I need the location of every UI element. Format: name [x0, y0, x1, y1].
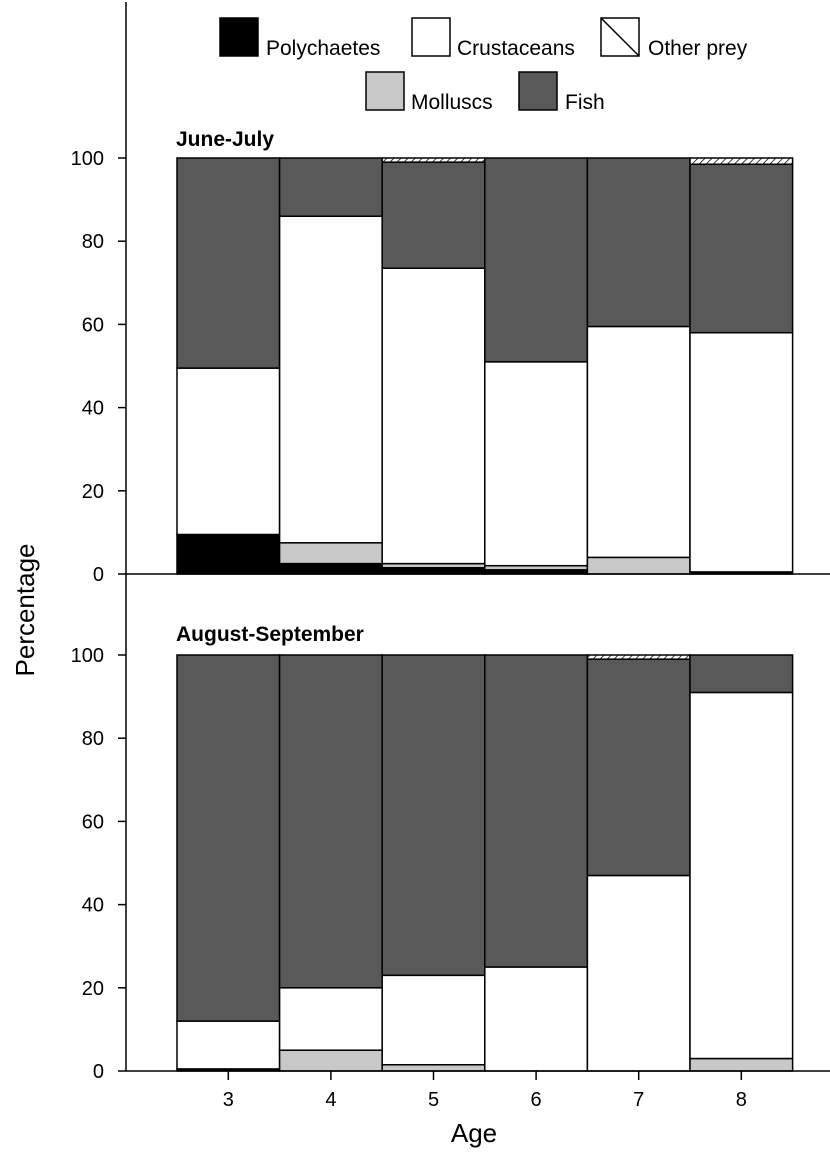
- bar-segment-august-september-age-8-molluscs: [689, 1057, 794, 1072]
- bar-segment-august-september-age-3-crustaceans: [176, 1020, 281, 1070]
- y-tick-label-june-july-60: 60: [82, 314, 104, 336]
- legend-swatch-polychaetes: [219, 17, 259, 57]
- bar-segment-june-july-age-4-polychaetes: [278, 562, 383, 575]
- bar-segment-august-september-age-6-fish: [484, 654, 589, 968]
- bar-segment-june-july-age-7-fish: [586, 157, 691, 328]
- bar-segment-june-july-age-4-fish: [278, 157, 383, 217]
- y-tick-label-august-september-100: 100: [71, 645, 104, 667]
- x-tick-label-5: 5: [428, 1089, 439, 1111]
- bar-segment-june-july-age-5-crustaceans: [381, 267, 486, 565]
- panel-title-august-september: August-September: [176, 623, 364, 646]
- bar-segment-august-september-age-5-fish: [381, 654, 486, 977]
- y-tick-label-august-september-40: 40: [82, 895, 104, 917]
- bar-segment-august-september-age-8-fish: [689, 654, 794, 694]
- bar-segment-june-july-age-8-other-prey: [689, 157, 794, 165]
- bars-layer: [176, 157, 794, 1072]
- y-tick-label-june-july-40: 40: [82, 398, 104, 420]
- y-tick-label-june-july-20: 20: [82, 481, 104, 503]
- y-tick-label-august-september-60: 60: [82, 811, 104, 833]
- bar-segment-june-july-age-3-fish: [176, 157, 281, 369]
- bar-segment-june-july-age-4-molluscs: [278, 542, 383, 565]
- bar-segment-august-september-age-6-crustaceans: [484, 966, 589, 1072]
- y-tick-label-august-september-0: 0: [93, 1061, 104, 1083]
- x-tick-label-3: 3: [223, 1089, 234, 1111]
- bar-segment-june-july-age-4-crustaceans: [278, 215, 383, 544]
- x-axis-title: Age: [451, 1118, 497, 1148]
- bar-segment-august-september-age-7-other-prey: [586, 654, 691, 660]
- y-axis-ticks: 0 20 40 60 80 100 0 20 40 60 80 100: [71, 148, 126, 1083]
- bar-segment-june-july-age-3-crustaceans: [176, 367, 281, 536]
- bar-segment-august-september-age-5-crustaceans: [381, 974, 486, 1066]
- bar-segment-august-september-age-5-molluscs: [381, 1064, 486, 1072]
- bar-segment-june-july-age-3-polychaetes: [176, 533, 281, 575]
- panel-title-june-july: June-July: [176, 128, 274, 151]
- bar-segment-june-july-age-8-fish: [689, 163, 794, 334]
- y-tick-label-august-september-80: 80: [82, 728, 104, 750]
- legend-swatch-crustaceans: [411, 17, 451, 57]
- bar-segment-june-july-age-5-polychaetes: [381, 567, 486, 575]
- y-tick-label-june-july-80: 80: [82, 231, 104, 253]
- y-tick-label-june-july-100: 100: [71, 148, 104, 170]
- x-tick-label-6: 6: [531, 1089, 542, 1111]
- bar-segment-june-july-age-8-crustaceans: [689, 331, 794, 573]
- legend-label-other-prey: Other prey: [648, 37, 748, 60]
- legend-swatch-other-prey-hatch: [600, 17, 640, 57]
- bar-segment-june-july-age-5-fish: [381, 161, 486, 269]
- legend-label-crustaceans: Crustaceans: [457, 37, 575, 60]
- legend: Polychaetes Crustaceans Other prey Mollu…: [219, 17, 748, 114]
- bar-segment-june-july-age-5-other-prey: [381, 157, 486, 163]
- bar-segment-june-july-age-6-crustaceans: [484, 361, 589, 567]
- bar-segment-august-september-age-7-crustaceans: [586, 874, 691, 1072]
- bar-segment-august-september-age-4-molluscs: [278, 1049, 383, 1072]
- bar-segment-june-july-age-6-fish: [484, 157, 589, 363]
- legend-swatch-fish: [518, 71, 558, 111]
- bar-segment-august-september-age-3-fish: [176, 654, 281, 1022]
- x-tick-label-7: 7: [633, 1089, 644, 1111]
- y-tick-label-june-july-0: 0: [93, 564, 104, 586]
- legend-label-molluscs: Molluscs: [411, 91, 493, 114]
- bar-segment-june-july-age-7-crustaceans: [586, 325, 691, 559]
- legend-label-polychaetes: Polychaetes: [266, 37, 380, 60]
- bar-segment-august-september-age-7-fish: [586, 658, 691, 877]
- x-tick-label-4: 4: [325, 1089, 336, 1111]
- bar-segment-august-september-age-4-fish: [278, 654, 383, 989]
- x-axis-ticks: 3 4 5 6 7 8: [223, 1071, 747, 1111]
- y-tick-label-august-september-20: 20: [82, 978, 104, 1000]
- y-axis-title: Percentage: [10, 544, 40, 677]
- bar-segment-august-september-age-4-crustaceans: [278, 987, 383, 1051]
- bar-segment-august-september-age-8-crustaceans: [689, 691, 794, 1060]
- x-tick-label-8: 8: [736, 1089, 747, 1111]
- bar-segment-june-july-age-7-molluscs: [586, 556, 691, 575]
- legend-label-fish: Fish: [565, 91, 605, 114]
- legend-swatch-molluscs: [365, 71, 405, 111]
